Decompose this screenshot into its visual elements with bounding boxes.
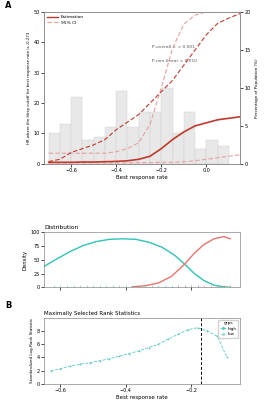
X-axis label: Best response rate: Best response rate (116, 395, 168, 400)
Text: B: B (5, 301, 11, 310)
Bar (150, 112, 161, 164)
Text: P-overall = < 0.001: P-overall = < 0.001 (152, 46, 195, 50)
Bar (60, 124, 71, 164)
Bar (116, 91, 128, 164)
Bar (206, 140, 217, 164)
Bar (139, 112, 150, 164)
Y-axis label: Density: Density (23, 250, 28, 270)
Bar (217, 146, 229, 164)
Y-axis label: HR where the hbsp cutoff for best response rate is -0.273: HR where the hbsp cutoff for best respon… (27, 32, 31, 144)
Y-axis label: Percentage of Population (%): Percentage of Population (%) (255, 58, 259, 118)
Text: A: A (5, 2, 12, 10)
Bar (94, 136, 105, 164)
Legend: high, low: high, low (218, 320, 238, 338)
X-axis label: Best response rate: Best response rate (116, 175, 168, 180)
Text: Distribution: Distribution (44, 225, 78, 230)
Bar (105, 127, 116, 164)
Bar (195, 149, 206, 164)
Bar (83, 140, 94, 164)
Text: P-non-linear = 0.010: P-non-linear = 0.010 (152, 59, 197, 63)
Bar (184, 112, 195, 164)
Bar (161, 88, 172, 164)
Legend: Estimation, 95% CI: Estimation, 95% CI (46, 14, 85, 26)
Bar (128, 127, 139, 164)
Bar (172, 134, 184, 164)
Y-axis label: Standardized Log-Rank Statistic: Standardized Log-Rank Statistic (30, 318, 34, 384)
Bar (71, 97, 83, 164)
Bar (49, 134, 60, 164)
Text: Maximally Selected Rank Statistics: Maximally Selected Rank Statistics (44, 311, 140, 316)
